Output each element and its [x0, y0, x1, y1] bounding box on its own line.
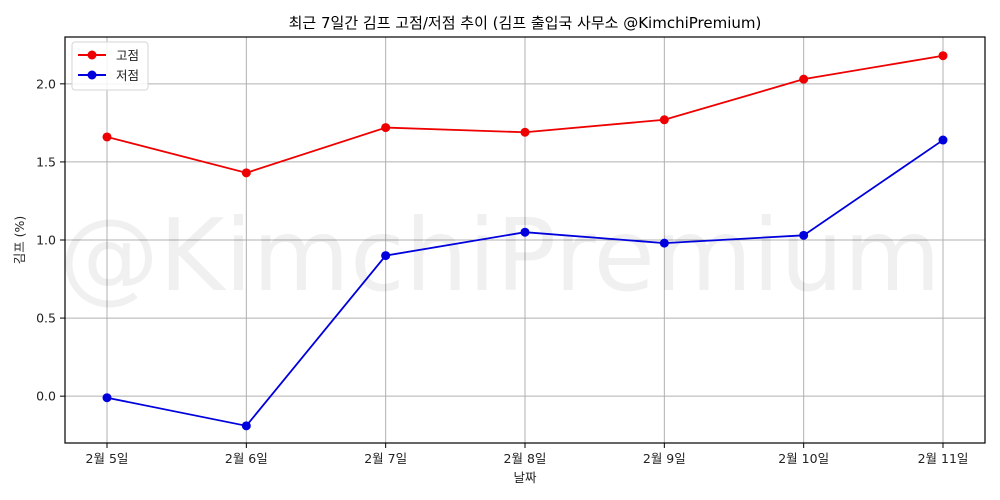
circle-marker-icon: [87, 70, 97, 80]
data-point: [938, 51, 948, 61]
legend-item-high: 고점: [78, 48, 139, 63]
x-axis-ticks: 2월 5일 2월 6일 2월 7일 2월 8일 2월 9일 2월 10일 2월 11일: [86, 443, 969, 466]
data-point: [241, 168, 251, 178]
data-point: [799, 230, 809, 240]
x-tick-label: 2월 11일: [918, 451, 969, 466]
series-lines: [102, 51, 948, 431]
data-point: [659, 115, 669, 125]
chart-title: 최근 7일간 김프 고점/저점 추이 (김프 출입국 사무소 @KimchiPr…: [289, 14, 762, 32]
data-point: [659, 238, 669, 248]
x-tick-label: 2월 6일: [225, 451, 268, 466]
x-tick-label: 2월 10일: [778, 451, 829, 466]
watermark: @KimchiPremium: [59, 197, 941, 314]
svg-text:저점: 저점: [116, 68, 139, 83]
y-tick-label: 2.0: [36, 76, 56, 91]
y-tick-label: 1.5: [36, 154, 56, 169]
legend: 고점 저점: [71, 41, 149, 91]
svg-text:고점: 고점: [116, 48, 139, 63]
x-tick-label: 2월 7일: [364, 451, 407, 466]
y-axis-label: 김프 (%): [12, 216, 27, 265]
data-point: [102, 132, 112, 142]
x-tick-label: 2월 9일: [643, 451, 686, 466]
legend-item-low: 저점: [78, 68, 139, 83]
x-tick-label: 2월 5일: [86, 451, 129, 466]
data-point: [799, 74, 809, 84]
y-tick-label: 0.0: [36, 389, 56, 404]
x-axis-label: 날짜: [513, 470, 537, 485]
data-point: [938, 135, 948, 145]
data-point: [102, 393, 112, 403]
data-point: [520, 227, 530, 237]
data-point: [241, 421, 251, 431]
x-tick-label: 2월 8일: [504, 451, 547, 466]
circle-marker-icon: [87, 50, 97, 60]
data-point: [381, 251, 391, 261]
data-point: [520, 127, 530, 137]
y-tick-label: 1.0: [36, 233, 56, 248]
data-point: [381, 123, 391, 133]
y-axis-ticks: 0.0 0.5 1.0 1.5 2.0: [36, 76, 65, 404]
grid-lines: [65, 37, 985, 443]
y-tick-label: 0.5: [36, 311, 56, 326]
